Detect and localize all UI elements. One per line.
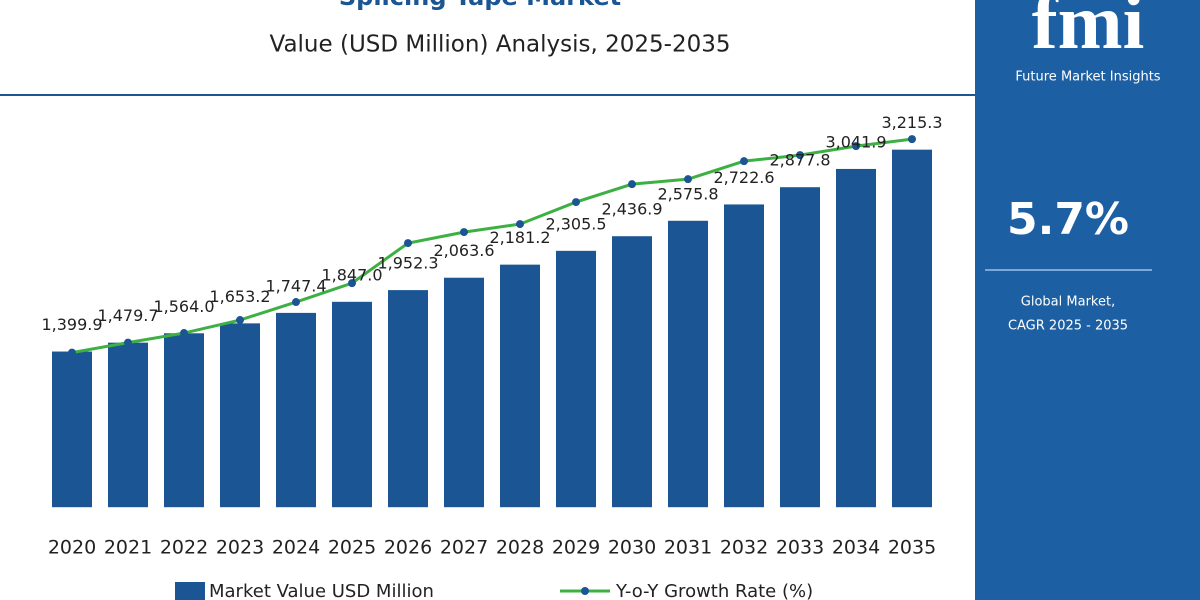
growth-point — [628, 180, 636, 189]
growth-point — [348, 279, 356, 288]
data-label: 2,063.6 — [433, 241, 494, 260]
bar — [52, 351, 92, 508]
legend-label: Market Value USD Million — [209, 581, 434, 600]
bar — [164, 333, 204, 508]
chart-title: Splicing Tape Market — [339, 0, 621, 11]
x-tick-label: 2029 — [552, 537, 600, 559]
data-label: 2,181.2 — [489, 228, 550, 247]
data-label: 3,215.3 — [881, 113, 942, 132]
sidebar — [975, 0, 1200, 600]
growth-line — [71, 137, 913, 355]
growth-point — [684, 175, 692, 184]
x-tick-label: 2020 — [48, 537, 96, 559]
growth-point — [124, 338, 132, 347]
chart-background — [0, 0, 975, 600]
legend-swatch — [175, 582, 205, 600]
bar — [444, 277, 484, 508]
bar — [332, 301, 372, 508]
bar — [388, 290, 428, 508]
growth-point — [852, 142, 860, 151]
x-tick-label: 2032 — [720, 537, 768, 559]
cagr-value: 5.7% — [1007, 194, 1129, 245]
x-tick-label: 2030 — [608, 537, 656, 559]
x-tick-label: 2031 — [664, 537, 712, 559]
x-tick-label: 2026 — [384, 537, 432, 559]
legend-swatch — [581, 587, 589, 595]
bar — [892, 149, 932, 508]
growth-point — [236, 316, 244, 325]
data-label: 2,575.8 — [657, 184, 718, 203]
data-label: 1,399.9 — [41, 315, 102, 334]
growth-point — [292, 298, 300, 307]
growth-point — [572, 198, 580, 207]
x-tick-label: 2035 — [888, 537, 936, 559]
x-tick-label: 2034 — [832, 537, 880, 559]
growth-point — [68, 348, 76, 357]
data-label: 1,564.0 — [153, 297, 214, 316]
logo: fmi — [1032, 0, 1145, 65]
bar — [556, 250, 596, 508]
bar — [500, 264, 540, 508]
growth-point — [908, 135, 916, 144]
data-label: 1,479.7 — [97, 306, 158, 325]
data-label: 1,847.0 — [321, 265, 382, 284]
brand: Future Market Insights — [1015, 70, 1160, 85]
x-tick-label: 2033 — [776, 537, 824, 559]
data-label: 1,653.2 — [209, 287, 270, 306]
data-label: 2,877.8 — [769, 151, 830, 170]
data-label: 3,041.9 — [825, 132, 886, 151]
x-tick-label: 2021 — [104, 537, 152, 559]
data-label: 1,952.3 — [377, 254, 438, 273]
bar — [220, 323, 260, 508]
cagr-caption: Global Market, — [1021, 295, 1115, 310]
bar — [724, 204, 764, 508]
chart-subtitle: Value (USD Million) Analysis, 2025-2035 — [270, 32, 731, 58]
bar — [276, 312, 316, 508]
data-label: 2,722.6 — [713, 168, 774, 187]
data-label: 2,436.9 — [601, 200, 662, 219]
data-label: 2,305.5 — [545, 214, 606, 233]
data-label: 1,747.4 — [265, 276, 326, 295]
growth-point — [796, 151, 804, 160]
bar — [108, 342, 148, 508]
growth-point — [516, 220, 524, 229]
bar — [836, 168, 876, 508]
growth-point — [180, 329, 188, 338]
growth-point — [460, 228, 468, 237]
growth-point — [740, 157, 748, 166]
bar — [780, 187, 820, 508]
growth-point — [404, 239, 412, 248]
bar — [668, 220, 708, 508]
x-tick-label: 2024 — [272, 537, 320, 559]
x-tick-label: 2023 — [216, 537, 264, 559]
x-tick-label: 2022 — [160, 537, 208, 559]
legend-label: Y-o-Y Growth Rate (%) — [615, 581, 813, 600]
bar — [612, 236, 652, 508]
x-tick-label: 2028 — [496, 537, 544, 559]
x-tick-label: 2027 — [440, 537, 488, 559]
x-tick-label: 2025 — [328, 537, 376, 559]
cagr-caption: CAGR 2025 - 2035 — [1008, 319, 1128, 334]
